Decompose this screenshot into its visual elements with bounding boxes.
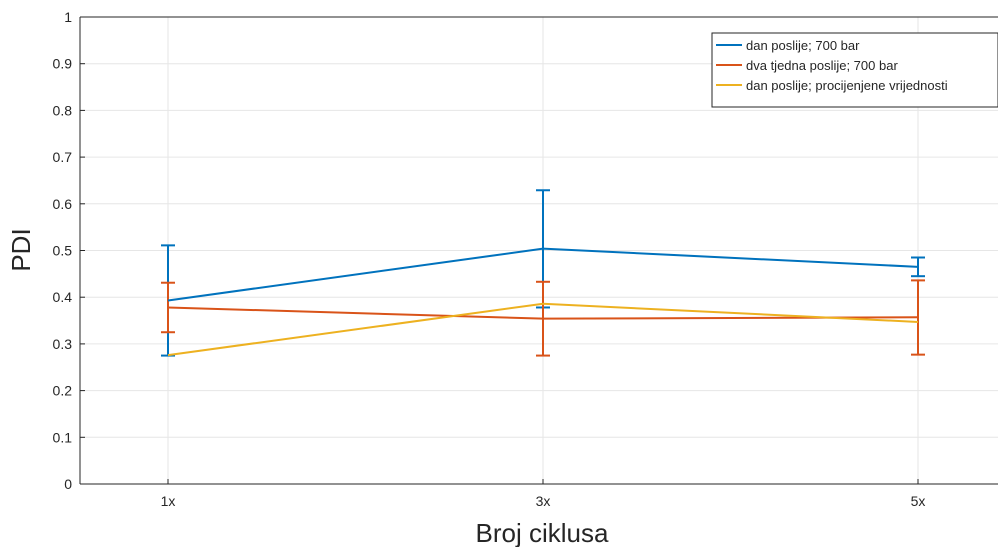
legend-label: dva tjedna poslije; 700 bar bbox=[746, 58, 898, 73]
series-layer bbox=[161, 189, 925, 357]
x-tick-label: 3x bbox=[536, 493, 551, 509]
y-tick-label: 0.1 bbox=[53, 429, 73, 445]
legend-item: dan poslije; 700 bar bbox=[716, 38, 860, 53]
y-axis-title: PDI bbox=[6, 228, 36, 271]
y-tick-label: 0.6 bbox=[53, 196, 73, 212]
y-tick-label: 0.5 bbox=[53, 243, 73, 259]
legend-item: dva tjedna poslije; 700 bar bbox=[716, 58, 898, 73]
legend: dan poslije; 700 bar dva tjedna poslije; … bbox=[711, 32, 998, 108]
series-line-1 bbox=[167, 247, 919, 302]
y-tick-label: 0 bbox=[64, 476, 72, 492]
x-tick-label: 5x bbox=[911, 493, 926, 509]
axes: 0 0.1 0.2 0.3 0.4 0.5 0.6 0.7 0.8 0.9 1 1x 3x 5x bbox=[53, 9, 998, 509]
y-tick-label: 0.4 bbox=[53, 289, 73, 305]
legend-label: dan poslije; procijenjene vrijednosti bbox=[746, 78, 948, 93]
legend-box bbox=[711, 32, 998, 108]
x-axis-title: Broj ciklusa bbox=[476, 518, 609, 547]
legend-item: dan poslije; procijenjene vrijednosti bbox=[716, 78, 948, 93]
legend-label: dan poslije; 700 bar bbox=[746, 38, 860, 53]
y-tick-label: 0.9 bbox=[53, 56, 73, 72]
y-tick-label: 0.2 bbox=[53, 383, 73, 399]
series-line-2 bbox=[167, 306, 919, 320]
x-tick-label: 1x bbox=[161, 493, 176, 509]
y-tick-label: 1 bbox=[64, 9, 72, 25]
series-line-3 bbox=[167, 302, 919, 357]
y-tick-label: 0.3 bbox=[53, 336, 73, 352]
y-tick-label: 0.8 bbox=[53, 102, 73, 118]
y-tick-label: 0.7 bbox=[53, 149, 73, 165]
